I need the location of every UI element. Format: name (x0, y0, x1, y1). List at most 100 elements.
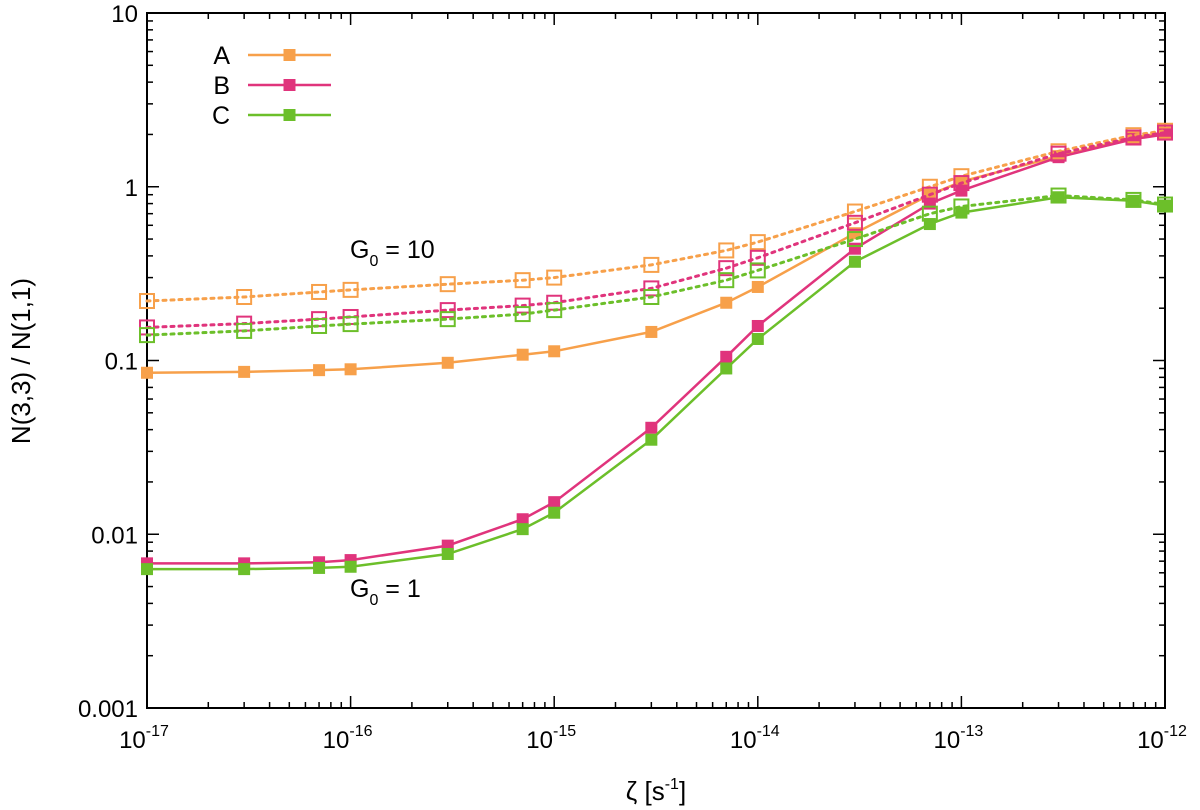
data-point (139, 327, 155, 344)
data-point (439, 311, 456, 328)
data-point (1125, 129, 1142, 146)
annotation-g1: G0 = 1 (350, 575, 421, 609)
data-point (846, 214, 863, 231)
data-point (546, 302, 563, 319)
legend: ABC (212, 42, 331, 130)
y-tick-label: 1 (125, 175, 138, 202)
x-tick-label: 10-17 (119, 723, 169, 754)
series-line (147, 196, 1166, 571)
series-a-g0-1 (141, 126, 1171, 379)
data-point (1050, 187, 1067, 204)
axis-ticks (146, 12, 1166, 709)
x-tick-label: 10-14 (730, 723, 780, 754)
data-point (1050, 145, 1067, 162)
data-point (236, 322, 253, 339)
data-point (516, 513, 529, 526)
data-point (718, 272, 735, 289)
data-point (749, 262, 766, 279)
legend-label: A (213, 42, 230, 70)
data-point (720, 296, 733, 309)
data-point (344, 363, 357, 376)
x-tick-label: 10-12 (1137, 723, 1187, 754)
data-point (720, 362, 733, 375)
data-point (749, 249, 766, 266)
data-point (139, 293, 155, 310)
data-point (311, 283, 328, 300)
data-point (720, 350, 733, 363)
legend-label: C (212, 102, 230, 130)
data-point (342, 316, 359, 333)
x-axis-title: ζ [s-1] (626, 776, 686, 806)
data-point (439, 302, 456, 319)
data-point (441, 547, 454, 560)
data-point (439, 276, 456, 293)
data-point (514, 272, 531, 289)
data-point (1157, 124, 1173, 141)
data-point (238, 365, 251, 378)
data-point (643, 256, 660, 273)
y-tick-label: 0.1 (105, 349, 138, 376)
plot-frame (146, 12, 1166, 709)
series-line (146, 131, 1166, 375)
data-point (848, 255, 861, 268)
data-point (751, 280, 764, 293)
series-c-g0-10 (139, 187, 1173, 344)
legend-marker (283, 49, 296, 61)
data-point (645, 421, 658, 434)
data-point (718, 260, 735, 277)
data-point (313, 561, 326, 574)
data-point (751, 319, 764, 332)
series-c-g0-1 (141, 191, 1171, 576)
legend-marker (283, 109, 296, 121)
y-tick-label: 10 (111, 1, 138, 28)
y-axis-title: N(3,3) / N(1,1) (6, 278, 36, 444)
annotations: G0 = 10 G0 = 1 (350, 236, 435, 609)
legend-label: B (213, 72, 230, 100)
x-tick-label: 10-13 (933, 723, 983, 754)
data-point (645, 325, 658, 338)
data-point (311, 317, 328, 334)
series-line (145, 193, 1167, 337)
data-point (141, 563, 153, 576)
data-point (548, 345, 561, 358)
data-point (846, 231, 863, 248)
data-point (141, 366, 153, 379)
data-point (848, 242, 861, 255)
x-tick-label: 10-16 (323, 723, 373, 754)
data-point (313, 364, 326, 377)
data-point (921, 186, 938, 203)
data-point (953, 175, 970, 192)
data-point (643, 280, 660, 297)
data-point (1125, 191, 1142, 208)
series-line (147, 133, 1166, 565)
data-point (546, 269, 563, 286)
data-point (953, 198, 970, 215)
data-point (238, 563, 251, 576)
series-a-g0-10 (139, 122, 1173, 310)
x-tick-labels: 10-17 10-16 10-15 10-14 10-13 10-12 (119, 723, 1187, 754)
data-point (751, 332, 764, 345)
data-point (516, 523, 529, 536)
data-point (645, 433, 658, 446)
y-tick-label: 0.001 (78, 696, 138, 723)
series-line (145, 131, 1167, 329)
y-tick-labels: 0.001 0.01 0.1 1 10 (78, 1, 138, 723)
data-point (514, 306, 531, 323)
data-point (516, 348, 529, 361)
x-tick-label: 10-15 (526, 723, 576, 754)
data-point (643, 288, 660, 305)
data-point (921, 205, 938, 222)
data-point (749, 234, 766, 251)
data-point (344, 560, 357, 573)
data-point (923, 197, 936, 210)
legend-marker (283, 79, 296, 91)
data-point (342, 281, 359, 298)
series-line (145, 129, 1167, 303)
data-point (441, 356, 454, 369)
data-point (718, 242, 735, 259)
data-point (236, 288, 253, 305)
data-point (548, 496, 561, 509)
data-point (846, 203, 863, 220)
series-b-g0-1 (141, 128, 1171, 570)
